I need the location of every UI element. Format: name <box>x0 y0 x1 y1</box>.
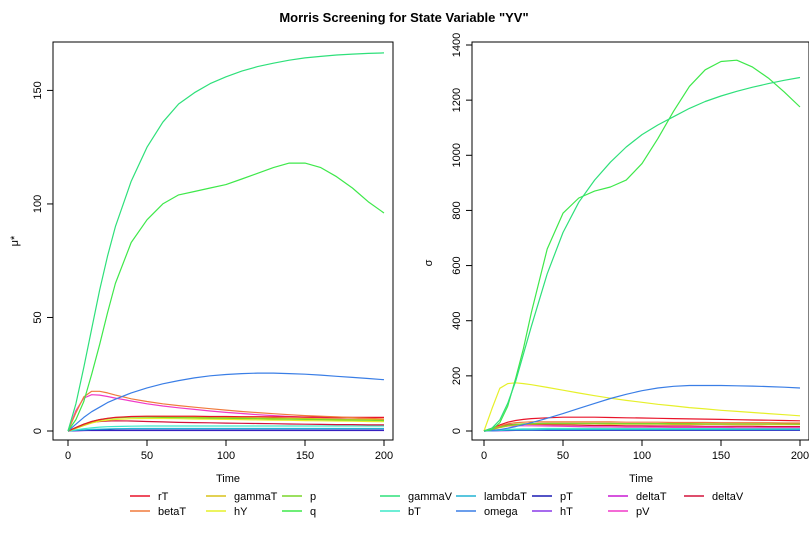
legend-label: rT <box>158 491 169 503</box>
sigma-panel: 0 50 100 150 200 0 200 400 600 800 1000 1200 1400 T… <box>423 33 809 485</box>
legend-label: gammaT <box>234 491 278 503</box>
legend-label: hT <box>560 506 573 518</box>
legend-item-bT: bT <box>380 506 421 518</box>
mu-star-series-betaT <box>67 390 385 432</box>
mu-star-series-bT <box>67 425 384 432</box>
mu-star-x-axis: 0 50 100 150 200 <box>65 439 393 462</box>
sigma-y-tick-label: 800 <box>451 201 463 219</box>
mu-star-x-tick-label: 200 <box>375 450 393 462</box>
legend-item-betaT: betaT <box>130 506 186 518</box>
sigma-y-axis-label: σ <box>423 259 435 266</box>
mu-star-series-lambdaT <box>67 427 384 432</box>
sigma-series-lambdaT <box>483 429 800 432</box>
legend-item-deltaT: deltaT <box>608 491 667 503</box>
mu-star-series-pT <box>67 429 384 432</box>
legend-item-pT: pT <box>532 491 573 503</box>
mu-star-y-tick-label: 100 <box>32 195 44 213</box>
mu-star-series-rT <box>67 415 384 432</box>
sigma-x-tick-label: 150 <box>712 450 730 462</box>
legend-label: deltaT <box>636 491 667 503</box>
sigma-series-omega <box>483 384 801 432</box>
legend-label: pT <box>560 491 573 503</box>
sigma-x-tick-label: 0 <box>481 450 487 462</box>
legend-label: deltaV <box>712 491 744 503</box>
legend-item-hT: hT <box>532 506 573 518</box>
legend-item-deltaV: deltaV <box>684 491 744 503</box>
sigma-x-axis-label: Time <box>629 473 653 485</box>
mu-star-plot-frame <box>52 41 394 441</box>
sigma-y-tick-label: 400 <box>451 312 463 330</box>
sigma-x-tick-label: 50 <box>557 450 569 462</box>
legend-item-rT: rT <box>130 491 169 503</box>
mu-star-series-group <box>67 52 385 432</box>
legend-label: bT <box>408 506 421 518</box>
mu-star-y-tick-label: 50 <box>32 311 44 323</box>
sigma-series-q <box>483 59 801 432</box>
legend-label: q <box>310 506 316 518</box>
sigma-series-pV <box>483 425 800 432</box>
sigma-series-betaT <box>483 421 800 432</box>
legend-label: omega <box>484 506 519 518</box>
legend-label: hY <box>234 506 248 518</box>
sigma-series-p <box>483 422 801 432</box>
legend-item-hY: hY <box>206 506 248 518</box>
legend-item-pV: pV <box>608 506 650 518</box>
sigma-series-gammaV <box>483 76 801 432</box>
mu-star-x-tick-label: 100 <box>217 450 235 462</box>
mu-star-series-q <box>67 162 385 432</box>
sigma-series-rT <box>483 416 801 432</box>
sigma-y-tick-label: 1400 <box>451 33 463 57</box>
legend-label: pV <box>636 506 650 518</box>
sigma-y-tick-label: 1200 <box>451 88 463 112</box>
sigma-y-tick-label: 1000 <box>451 143 463 167</box>
mu-star-y-tick-label: 150 <box>32 81 44 99</box>
legend-label: lambdaT <box>484 491 527 503</box>
sigma-y-tick-label: 200 <box>451 367 463 385</box>
mu-star-y-axis: 0 50 100 150 <box>32 81 54 434</box>
mu-star-series-pV <box>67 394 385 432</box>
legend-item-gammaV: gammaV <box>380 491 453 503</box>
sigma-series-bT <box>483 427 800 432</box>
sigma-y-tick-label: 0 <box>451 428 463 434</box>
sigma-plot-frame <box>471 41 809 441</box>
mu-star-y-tick-label: 0 <box>32 428 44 434</box>
legend-item-p: p <box>282 491 316 503</box>
legend-label: p <box>310 491 316 503</box>
sigma-y-axis: 0 200 400 600 800 1000 1200 1400 <box>451 33 473 434</box>
legend-item-gammaT: gammaT <box>206 491 278 503</box>
mu-star-x-axis-label: Time <box>216 473 240 485</box>
legend-item-lambdaT: lambdaT <box>456 491 527 503</box>
mu-star-x-tick-label: 0 <box>65 450 71 462</box>
sigma-series-group <box>483 59 801 432</box>
legend: rT betaT gammaT hY pq gammaV bT lambdaT omega pT h… <box>130 491 744 518</box>
sigma-x-axis: 0 50 100 150 200 <box>481 439 809 462</box>
legend-item-q: q <box>282 506 316 518</box>
sigma-x-tick-label: 200 <box>791 450 809 462</box>
mu-star-y-axis-label: μ* <box>9 235 21 246</box>
figure-title: Morris Screening for State Variable "YV" <box>279 10 528 25</box>
mu-star-x-tick-label: 50 <box>141 450 153 462</box>
mu-star-series-hY <box>67 417 385 432</box>
legend-item-omega: omega <box>456 506 519 518</box>
legend-label: betaT <box>158 506 186 518</box>
sigma-y-tick-label: 600 <box>451 256 463 274</box>
mu-star-series-omega <box>67 372 385 432</box>
sigma-x-tick-label: 100 <box>633 450 651 462</box>
mu-star-x-tick-label: 150 <box>296 450 314 462</box>
legend-label: gammaV <box>408 491 453 503</box>
mu-star-series-gammaV <box>67 52 385 432</box>
mu-star-panel: 0 50 100 150 200 0 50 100 150 Time μ* <box>9 41 394 485</box>
